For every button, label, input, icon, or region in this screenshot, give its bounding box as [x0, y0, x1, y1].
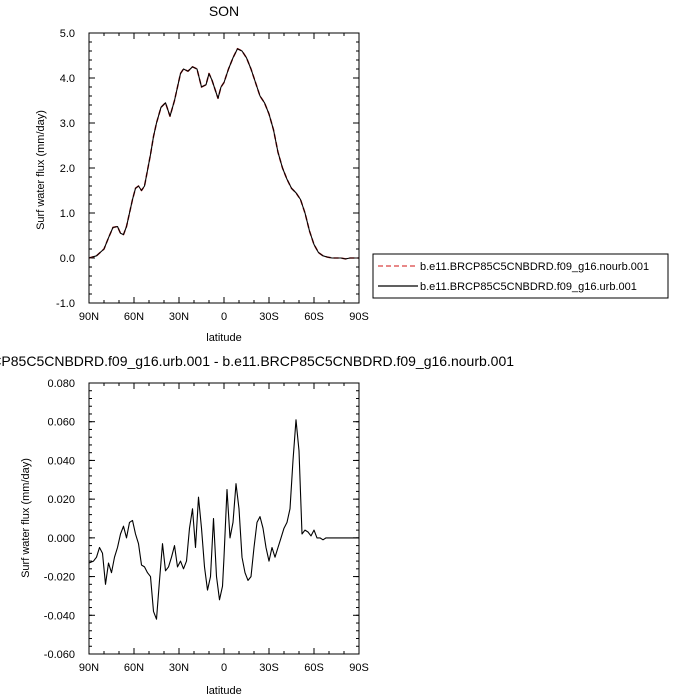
top-y-tick-label: 0.0	[60, 253, 75, 265]
bottom-y-tick-label: 0.000	[47, 533, 75, 545]
bottom-panel-series	[88, 419, 359, 620]
bottom-panel-ticks: 90N 60N 30N 0 30S 60S 90S -0.060 -0.040 -0.020 0.0…	[44, 378, 369, 674]
top-x-tick-label: 60S	[304, 311, 324, 323]
legend-label-urb: b.e11.BRCP85C5CNBDRD.f09_g16.urb.001	[420, 281, 637, 293]
bottom-x-tick-label: 60S	[304, 662, 324, 674]
bottom-y-tick-label: 0.040	[47, 455, 75, 467]
bottom-y-tick-label: 0.020	[47, 494, 75, 506]
top-panel-ticks: 90N 60N 30N 0 30S 60S 90S -1.0 0.0 1.0 2.0 3.0 4.0 5.…	[56, 28, 369, 323]
legend-box	[372, 253, 669, 299]
top-x-tick-label: 30S	[259, 311, 279, 323]
top-y-tick-label: 1.0	[60, 208, 75, 220]
bottom-panel-frame	[88, 382, 360, 655]
bottom-x-tick-label: 30S	[259, 662, 279, 674]
top-x-tick-label: 60N	[124, 311, 144, 323]
bottom-panel-xlabel: latitude	[206, 685, 241, 697]
top-x-tick-label: 90S	[349, 311, 369, 323]
bottom-series-line-difference	[88, 419, 359, 620]
top-y-tick-label: 3.0	[60, 118, 75, 130]
bottom-x-tick-label: 60N	[124, 662, 144, 674]
bottom-x-tick-label: 90S	[349, 662, 369, 674]
top-series-line-urb	[88, 48, 359, 260]
top-y-tick-label: 2.0	[60, 163, 75, 175]
top-y-tick-label: 5.0	[60, 28, 75, 40]
bottom-y-tick-label: 0.060	[47, 417, 75, 429]
bottom-y-tick-label: -0.060	[44, 649, 75, 661]
top-panel: SON Surf water flux (mm/day) latitude 90…	[35, 3, 369, 344]
bottom-x-tick-label: 30N	[169, 662, 189, 674]
bottom-y-tick-label: -0.020	[44, 572, 75, 584]
top-y-tick-label: 4.0	[60, 73, 75, 85]
top-series-line-nourb	[88, 47, 359, 260]
top-x-tick-label: 0	[221, 311, 227, 323]
top-panel-frame	[88, 32, 360, 304]
top-y-tick-label: -1.0	[56, 298, 75, 310]
top-panel-title: SON	[209, 3, 239, 19]
top-panel-xlabel: latitude	[206, 332, 241, 344]
top-x-tick-label: 90N	[79, 311, 99, 323]
top-x-tick-label: 30N	[169, 311, 189, 323]
bottom-panel: b.e11.BRCP85C5CNBDRD.f09_g16.urb.001 - b…	[0, 353, 514, 697]
bottom-y-tick-label: 0.080	[47, 378, 75, 390]
bottom-x-tick-label: 90N	[79, 662, 99, 674]
top-panel-series	[88, 47, 359, 260]
bottom-panel-title: b.e11.BRCP85C5CNBDRD.f09_g16.urb.001 - b…	[0, 353, 514, 369]
bottom-panel-ylabel: Surf water flux (mm/day)	[20, 458, 32, 578]
legend-label-nourb: b.e11.BRCP85C5CNBDRD.f09_g16.nourb.001	[420, 261, 649, 273]
bottom-y-tick-label: -0.040	[44, 610, 75, 622]
bottom-x-tick-label: 0	[221, 662, 227, 674]
top-panel-ylabel: Surf water flux (mm/day)	[35, 110, 47, 230]
legend: b.e11.BRCP85C5CNBDRD.f09_g16.nourb.001 b…	[372, 253, 669, 299]
